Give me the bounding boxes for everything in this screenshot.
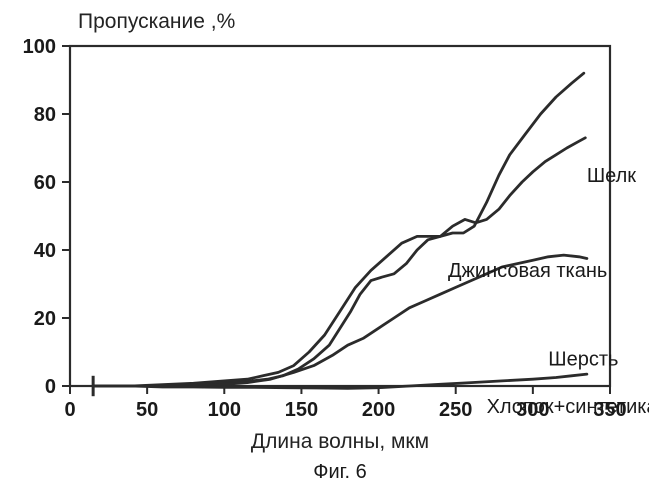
x-tick-label: 0 — [64, 399, 75, 421]
y-tick-label: 60 — [34, 172, 56, 194]
transmission-chart: 050100150200250300350020406080100Хлопок+… — [0, 0, 649, 500]
y-tick-label: 0 — [45, 376, 56, 398]
x-axis-label: Длина волны, мкм — [251, 430, 429, 453]
y-tick-label: 100 — [23, 36, 56, 58]
y-tick-label: 20 — [34, 308, 56, 330]
x-tick-label: 250 — [439, 399, 472, 421]
y-tick-label: 80 — [34, 104, 56, 126]
y-axis-label: Пропускание ,% — [78, 10, 235, 33]
series-label: Хлопок+синтетика — [487, 396, 649, 418]
series-label: Шерсть — [548, 349, 618, 371]
x-tick-label: 150 — [285, 399, 318, 421]
figure-caption: Фиг. 6 — [313, 461, 366, 483]
y-tick-label: 40 — [34, 240, 56, 262]
series-label: Джинсовая ткань — [448, 260, 607, 282]
x-tick-label: 50 — [136, 399, 158, 421]
x-tick-label: 100 — [208, 399, 241, 421]
series-label: Шелк — [587, 165, 636, 187]
x-tick-label: 200 — [362, 399, 395, 421]
